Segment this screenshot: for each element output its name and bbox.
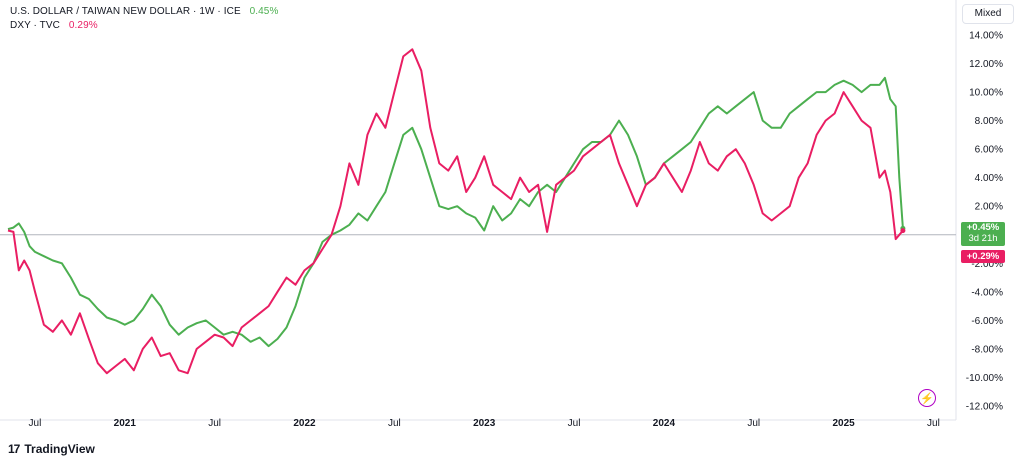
dxy-percent-label: +0.29% <box>966 251 1000 262</box>
y-tick-label: 12.00% <box>969 59 1003 70</box>
y-tick-label: 8.00% <box>975 116 1003 127</box>
y-tick-label: -6.00% <box>971 316 1003 327</box>
usd-twd-price-badge: +0.45% 3d 21h <box>961 222 1005 246</box>
y-tick-label: 4.00% <box>975 173 1003 184</box>
lightning-icon[interactable]: ⚡ <box>918 389 936 407</box>
usd-twd-percent-label: +0.45% <box>966 222 1000 233</box>
tradingview-logo[interactable]: 17 TradingView <box>8 442 95 456</box>
x-tick-label: 2021 <box>114 418 137 429</box>
x-tick-label: Jul <box>927 418 940 429</box>
y-tick-label: -8.00% <box>971 344 1003 355</box>
tradingview-logo-icon: 17 <box>8 442 20 456</box>
series-line-dxy[interactable] <box>7 48 904 375</box>
y-tick-label: -2.00% <box>971 259 1003 270</box>
legend-usd-twd[interactable]: U.S. DOLLAR / TAIWAN NEW DOLLAR · 1W · I… <box>10 6 278 17</box>
x-tick-label: 2025 <box>832 418 855 429</box>
legend-dxy-value: 0.29% <box>68 20 98 31</box>
scale-mode-button[interactable]: Mixed <box>962 4 1014 24</box>
series-endpoint-dxy <box>900 228 906 234</box>
dxy-price-badge: +0.29% <box>961 250 1005 263</box>
x-tick-label: Jul <box>208 418 221 429</box>
x-tick-label: 2022 <box>293 418 316 429</box>
x-tick-label: Jul <box>747 418 760 429</box>
x-tick-label: Jul <box>388 418 401 429</box>
y-tick-label: -12.00% <box>966 402 1003 413</box>
y-tick-label: -4.00% <box>971 287 1003 298</box>
y-tick-label: 10.00% <box>969 88 1003 99</box>
bar-countdown-label: 3d 21h <box>968 233 998 244</box>
brand-name: TradingView <box>24 442 95 456</box>
y-tick-label: 6.00% <box>975 145 1003 156</box>
x-tick-label: 2023 <box>473 418 496 429</box>
legend-dxy[interactable]: DXY · TVC 0.29% <box>10 20 98 31</box>
y-tick-label: 2.00% <box>975 202 1003 213</box>
series-line-usd-twd[interactable] <box>7 76 904 348</box>
y-tick-label: -10.00% <box>966 373 1003 384</box>
y-tick-label: 14.00% <box>969 31 1003 42</box>
legend-usd-twd-value: 0.45% <box>249 6 279 17</box>
x-tick-label: 2024 <box>653 418 676 429</box>
legend-usd-twd-name: U.S. DOLLAR / TAIWAN NEW DOLLAR · 1W · I… <box>10 6 241 17</box>
x-tick-label: Jul <box>29 418 42 429</box>
legend-dxy-name: DXY · TVC <box>10 20 60 31</box>
x-tick-label: Jul <box>568 418 581 429</box>
